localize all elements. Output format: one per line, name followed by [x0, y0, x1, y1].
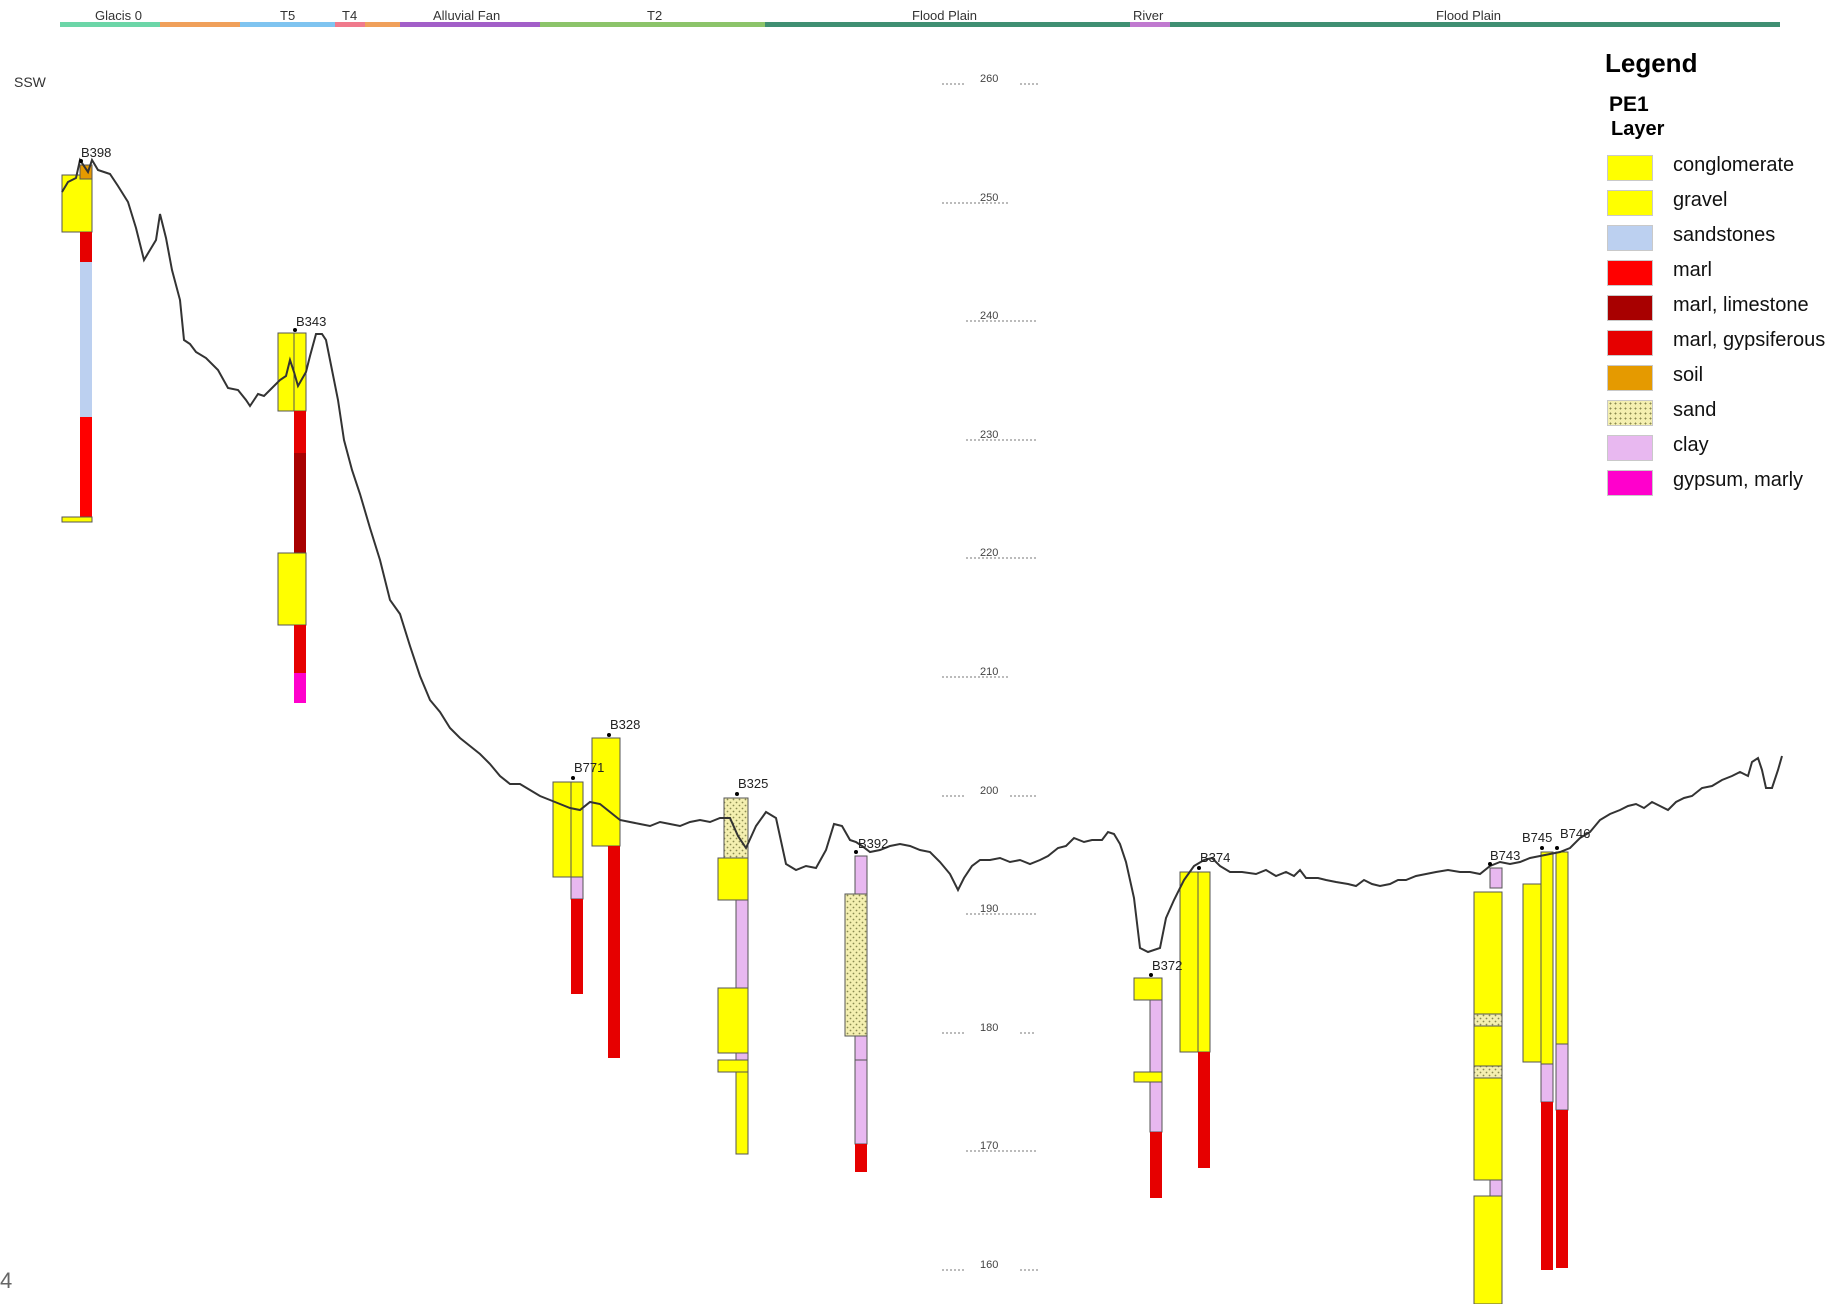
legend-title: Legend — [1605, 48, 1698, 78]
legend-swatch — [1607, 435, 1653, 461]
legend-item-label: sand — [1673, 399, 1717, 421]
legend-swatch — [1607, 400, 1653, 426]
borehole-label: B328 — [610, 717, 640, 732]
direction-label: SSW — [14, 74, 47, 90]
elevation-tick: 230 — [980, 429, 998, 441]
legend-item-label: gravel — [1673, 189, 1728, 211]
legend-panel: Legend PE1 Layer conglomerate gravel san… — [1605, 48, 1840, 501]
legend-item-marl: marl — [1605, 256, 1840, 291]
legend-swatch — [1607, 225, 1653, 251]
elevation-tick: 170 — [980, 1140, 998, 1152]
borehole-label: B392 — [858, 836, 888, 851]
borehole-label: B325 — [738, 776, 768, 791]
borehole-label: B771 — [574, 760, 604, 775]
legend-item-marl-limestone: marl, limestone — [1605, 291, 1840, 326]
elevation-tick: 250 — [980, 192, 998, 204]
elevation-tick: 200 — [980, 785, 998, 797]
elevation-tick: 240 — [980, 310, 998, 322]
borehole-label: B398 — [81, 145, 111, 160]
legend-swatch — [1607, 155, 1653, 181]
legend-item-label: marl, gypsiferous — [1673, 329, 1826, 351]
borehole-label: B343 — [296, 314, 326, 329]
legend-item-label: clay — [1673, 434, 1709, 456]
legend-swatch — [1607, 260, 1653, 286]
legend-swatch — [1607, 330, 1653, 356]
legend-item-label: soil — [1673, 364, 1704, 386]
borehole-label: B372 — [1152, 958, 1182, 973]
unit-bar — [60, 22, 1780, 27]
borehole-columns — [61, 164, 1569, 1304]
elevation-tick: 220 — [980, 547, 998, 559]
legend-item-label: marl, limestone — [1673, 294, 1809, 316]
legend-item-sand: sand — [1605, 396, 1840, 431]
legend-item-clay: clay — [1605, 431, 1840, 466]
legend-item-conglomerate: conglomerate — [1605, 151, 1840, 186]
legend-item-marl-gypsiferous: marl, gypsiferous — [1605, 326, 1840, 361]
legend-item-soil: soil — [1605, 361, 1840, 396]
legend-swatch — [1607, 295, 1653, 321]
borehole-label: B743 — [1490, 848, 1520, 863]
legend-item-gypsum-marly: gypsum, marly — [1605, 466, 1840, 501]
legend-items: conglomerate gravel sandstones marl marl… — [1605, 151, 1840, 501]
elevation-tick: 160 — [980, 1259, 998, 1271]
legend-swatch — [1607, 470, 1653, 496]
legend-layer-heading: Layer — [1611, 118, 1665, 140]
legend-item-label: conglomerate — [1673, 154, 1795, 176]
legend-item-gravel: gravel — [1605, 186, 1840, 221]
legend-swatch — [1607, 190, 1653, 216]
unit-label: Flood Plain — [912, 8, 977, 23]
elevation-tick: 260 — [980, 73, 998, 85]
legend-subtitle: PE1 — [1609, 93, 1649, 116]
unit-label: Glacis 0 — [95, 8, 142, 23]
borehole-label: B746 — [1560, 826, 1590, 841]
unit-label: Alluvial Fan — [433, 8, 500, 23]
elevation-tick: 190 — [980, 903, 998, 915]
legend-item-label: gypsum, marly — [1673, 469, 1804, 491]
elevation-tick: 180 — [980, 1022, 998, 1034]
elevation-tick: 210 — [980, 666, 998, 678]
borehole-label: B374 — [1200, 850, 1230, 865]
unit-label: T5 — [280, 8, 295, 23]
legend-item-sandstones: sandstones — [1605, 221, 1840, 256]
unit-label: River — [1133, 8, 1164, 23]
unit-label: T4 — [342, 8, 357, 23]
borehole-label: B745 — [1522, 830, 1552, 845]
legend-item-label: sandstones — [1673, 224, 1776, 246]
legend-item-label: marl — [1673, 259, 1712, 281]
unit-label: Flood Plain — [1436, 8, 1501, 23]
unit-label: T2 — [647, 8, 662, 23]
legend-swatch — [1607, 365, 1653, 391]
elevation-scale — [942, 83, 1040, 1271]
page-number: 4 — [0, 1268, 13, 1293]
terrain-profile-line — [61, 157, 1783, 954]
